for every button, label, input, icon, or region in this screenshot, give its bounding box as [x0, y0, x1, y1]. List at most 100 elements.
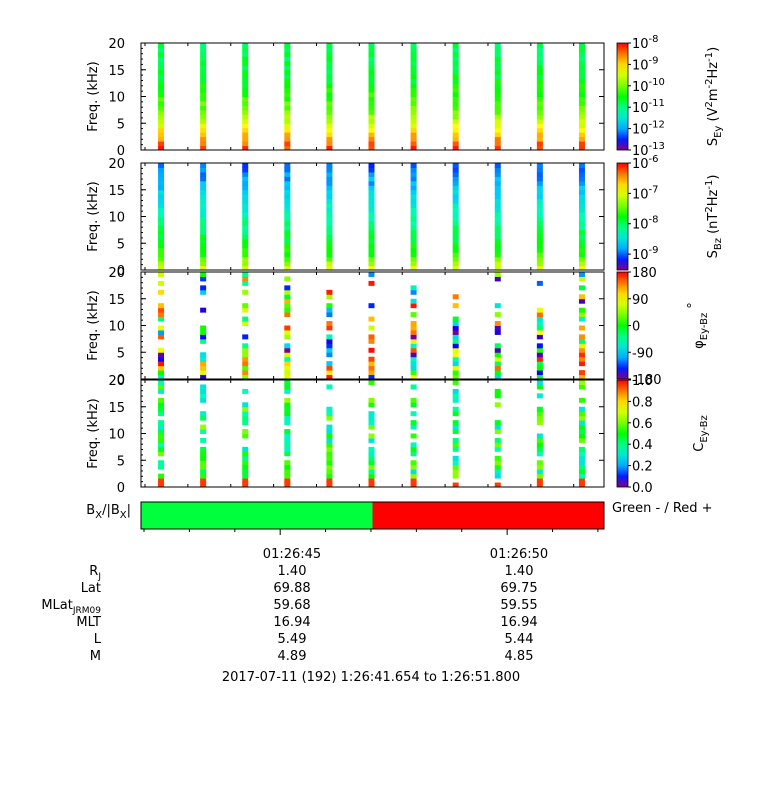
burst-cell [494, 212, 501, 217]
burst-cell [452, 225, 459, 231]
burst-cell [536, 189, 543, 195]
burst-cell [326, 132, 333, 138]
burst-cell [494, 243, 501, 249]
burst-cell [242, 83, 249, 89]
burst-cell [536, 473, 543, 479]
burst-cell [158, 136, 165, 142]
burst-cell [326, 207, 333, 213]
burst-cell [410, 65, 417, 71]
burst-cell [200, 247, 207, 253]
burst-cell [410, 83, 417, 89]
burst-cell [578, 384, 585, 390]
burst-cell [494, 329, 501, 335]
y-axis-label: Freq. (kHz) [86, 181, 101, 251]
burst-cell [326, 303, 333, 309]
burst-cell [284, 141, 291, 147]
burst-cell [158, 43, 165, 48]
burst-cell [494, 118, 501, 124]
ephem-value: 59.68 [273, 598, 310, 613]
burst-cell [536, 225, 543, 231]
burst-cell [326, 69, 333, 75]
burst-cell [242, 238, 249, 244]
burst-cell [410, 69, 417, 75]
burst-cell [410, 464, 417, 470]
burst-cell [536, 247, 543, 253]
burst-cell [242, 289, 249, 295]
burst-cell [242, 446, 249, 452]
burst-cell [158, 406, 165, 412]
burst-cell [368, 47, 375, 53]
burst-cell [494, 252, 501, 258]
burst-cell [242, 220, 249, 226]
burst-cell [242, 370, 249, 376]
burst-cell [536, 163, 543, 168]
burst-cell [536, 469, 543, 475]
burst-cell [326, 307, 333, 313]
burst-cell [158, 185, 165, 191]
y-axis-label: Freq. (kHz) [86, 398, 101, 468]
burst-cell [326, 65, 333, 71]
burst-cell [410, 261, 417, 267]
burst-cell [200, 47, 207, 53]
burst-cell [368, 303, 375, 309]
burst-cell [326, 455, 333, 461]
burst-cell [284, 105, 291, 111]
burst-cell [368, 180, 375, 186]
burst-cell [536, 261, 543, 267]
burst-cell [326, 225, 333, 231]
burst-cell [578, 74, 585, 80]
burst-cell [326, 415, 333, 421]
burst-cell [158, 109, 165, 115]
burst-cell [410, 127, 417, 133]
burst-cell [284, 185, 291, 191]
burst-cell [242, 216, 249, 222]
burst-cell [242, 272, 249, 277]
burst-cell [368, 338, 375, 344]
burst-cell [578, 56, 585, 62]
burst-cell [242, 189, 249, 195]
burst-cell [494, 171, 501, 177]
burst-cell [452, 374, 459, 379]
burst-cell [494, 180, 501, 186]
burst-cell [368, 123, 375, 129]
burst-cell [536, 334, 543, 340]
burst-cell [452, 65, 459, 71]
burst-cell [410, 212, 417, 217]
burst-cell [410, 78, 417, 84]
burst-cell [368, 265, 375, 270]
burst-cell [536, 114, 543, 120]
burst-cell [242, 469, 249, 475]
burst-cell [284, 433, 291, 439]
burst-cell [326, 100, 333, 106]
burst-cell [158, 402, 165, 408]
burst-cell [326, 43, 333, 48]
burst-cell [326, 347, 333, 353]
y-tick-label: 10 [108, 211, 125, 226]
burst-cell [242, 163, 249, 168]
ephem-label-rj: RJ [89, 564, 101, 582]
burst-cell [410, 420, 417, 426]
burst-cell [410, 298, 417, 304]
burst-cell [284, 207, 291, 213]
burst-cell [200, 384, 207, 390]
burst-cell [326, 194, 333, 200]
burst-cell [536, 393, 543, 399]
burst-cell [494, 238, 501, 244]
burst-cell [410, 370, 417, 376]
colorbar-tick-label: 0.6 [632, 417, 653, 432]
burst-cell [452, 329, 459, 335]
ephem-value: 1.40 [505, 564, 534, 579]
burst-cell [410, 289, 417, 295]
burst-cell [284, 380, 291, 385]
burst-cell [578, 420, 585, 426]
burst-cell [242, 229, 249, 235]
burst-cell [578, 361, 585, 367]
burst-cell [368, 96, 375, 102]
burst-cell [242, 321, 249, 326]
burst-cell [536, 451, 543, 457]
burst-cell [242, 460, 249, 466]
burst-cell [452, 185, 459, 191]
burst-cell [536, 343, 543, 349]
burst-cell [536, 460, 543, 466]
burst-cell [494, 388, 501, 394]
